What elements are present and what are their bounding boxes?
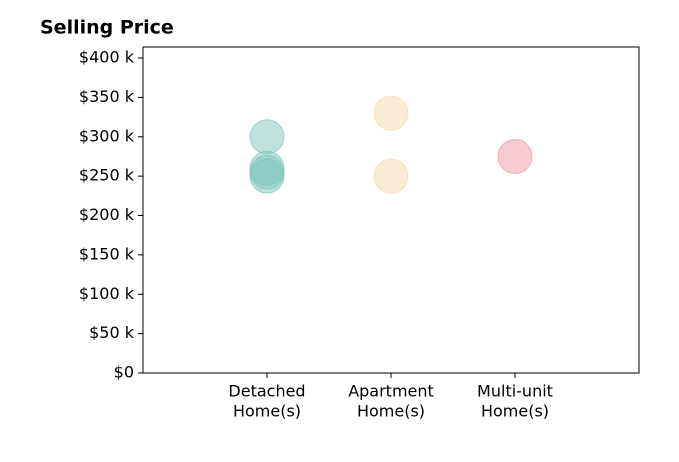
x-tick-label: Home(s) [357, 402, 425, 421]
y-tick-label: $350 k [79, 87, 135, 106]
y-tick-label: $50 k [89, 323, 135, 342]
x-tick-label: Home(s) [233, 402, 301, 421]
y-tick-label: $0 [114, 363, 134, 382]
point [497, 138, 533, 174]
x-tick-label: Home(s) [481, 402, 549, 421]
point [373, 158, 409, 194]
chart-title: Selling Price [40, 17, 174, 39]
x-tick-label: Multi-unit [477, 382, 553, 401]
y-tick-label: $400 k [79, 48, 135, 67]
point [249, 158, 285, 194]
y-tick-label: $150 k [79, 244, 135, 263]
y-tick-label: $250 k [79, 166, 135, 185]
x-tick-label: Detached [228, 382, 305, 401]
y-tick-label: $300 k [79, 126, 135, 145]
y-tick-label: $100 k [79, 284, 135, 303]
x-tick-label: Apartment [348, 382, 434, 401]
point [373, 95, 409, 131]
point [249, 119, 285, 155]
y-tick-label: $200 k [79, 205, 135, 224]
